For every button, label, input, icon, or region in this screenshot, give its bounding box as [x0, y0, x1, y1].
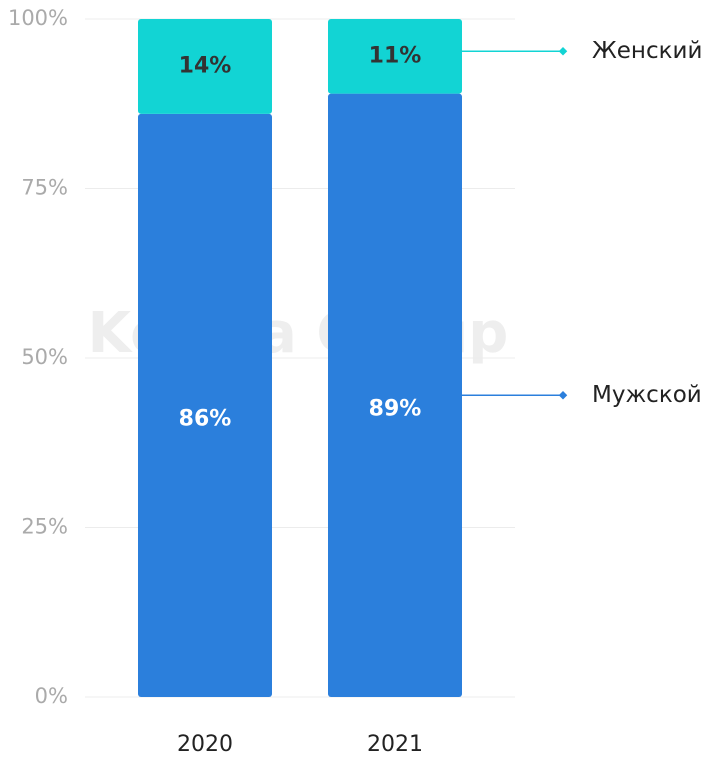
x-tick-label: 2021	[367, 732, 423, 757]
bar-segment	[138, 19, 272, 114]
bar-segment	[328, 19, 462, 94]
value-label: 14%	[179, 53, 232, 78]
legend-label: Женский	[592, 38, 702, 64]
legend-marker	[558, 391, 568, 400]
x-tick-label: 2020	[177, 732, 233, 757]
value-label: 11%	[369, 43, 422, 68]
value-label: 89%	[369, 396, 422, 421]
bar-segment	[328, 93, 462, 697]
y-tick-label: 0%	[35, 684, 68, 708]
value-label: 86%	[179, 406, 232, 431]
y-tick-label: 100%	[8, 6, 68, 30]
y-tick-label: 50%	[21, 345, 68, 369]
legend-label: Мужской	[592, 382, 702, 408]
bar-segment	[138, 113, 272, 698]
legend-marker	[558, 47, 568, 56]
y-tick-label: 25%	[21, 515, 68, 539]
y-tick-label: 75%	[21, 176, 68, 200]
